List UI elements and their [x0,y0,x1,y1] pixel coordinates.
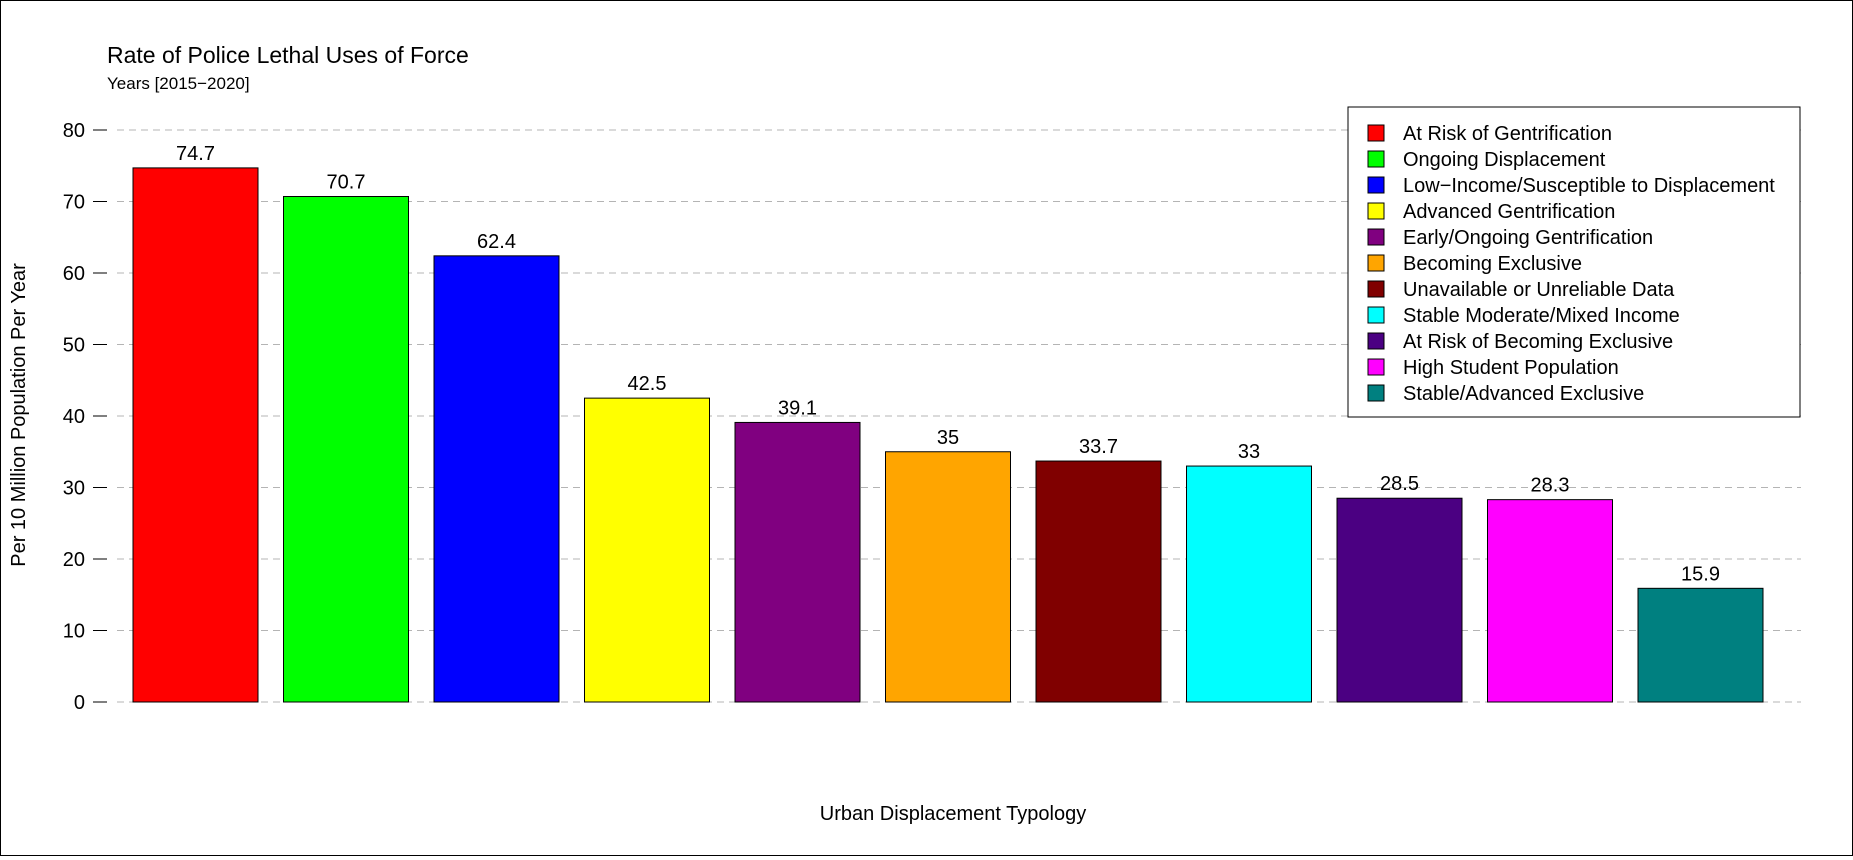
bar-value-label: 74.7 [176,143,215,165]
legend-box [1347,106,1801,418]
bar [885,451,1011,703]
legend-item-label: Becoming Exclusive [1403,253,1582,275]
bar [433,255,560,703]
legend-swatch [1367,280,1385,298]
legend: At Risk of Gentrification Ongoing Displac… [1347,106,1801,418]
y-tick-label: 60 [63,263,85,285]
legend-item-label: Low−Income/Susceptible to Displacement [1403,175,1775,197]
chart-subtitle: Years [2015−2020] [107,74,250,93]
legend-swatch [1367,124,1385,142]
legend-swatch [1367,176,1385,194]
bar-value-label: 28.3 [1531,475,1570,497]
bar-value-label: 35 [937,427,959,449]
bar-value-label: 28.5 [1380,473,1419,495]
legend-swatch [1367,254,1385,272]
bar-value-label: 62.4 [477,231,516,253]
bar-value-label: 42.5 [628,373,667,395]
legend-swatch [1367,150,1385,168]
legend-item-label: At Risk of Gentrification [1403,123,1612,145]
bar [1487,499,1613,703]
legend-swatch [1367,306,1385,324]
y-tick-label: 30 [63,478,85,500]
bar [734,421,861,703]
legend-item-label: Advanced Gentrification [1403,201,1615,223]
x-axis-label: Urban Displacement Typology [820,803,1086,825]
bar-value-labels: 74.7 70.7 62.4 42.5 39.1 35 33.7 33 28.5 28.3 15.9 [176,143,1720,585]
bar [1035,460,1162,703]
bar-value-label: 39.1 [778,397,817,419]
y-tick-label: 10 [63,621,85,643]
legend-swatch [1367,358,1385,376]
legend-item-label: Unavailable or Unreliable Data [1403,279,1675,301]
legend-item-label: High Student Population [1403,357,1619,379]
y-tick-label: 70 [63,192,85,214]
bar [1186,465,1312,703]
bar [1336,497,1463,703]
legend-swatch [1367,332,1385,350]
legend-item-label: Stable Moderate/Mixed Income [1403,305,1680,327]
legend-item-label: Stable/Advanced Exclusive [1403,383,1644,405]
bar [283,195,409,703]
y-tick-label: 20 [63,549,85,571]
y-axis: 0 10 20 30 40 50 60 70 80 [63,120,107,714]
y-tick-label: 80 [63,120,85,142]
bar-value-label: 33.7 [1079,436,1118,458]
y-tick-label: 0 [74,692,85,714]
bar-value-label: 15.9 [1681,563,1720,585]
legend-swatch [1367,228,1385,246]
bars [132,167,1764,703]
y-axis-label: Per 10 Million Population Per Year [8,263,30,567]
legend-item-label: Early/Ongoing Gentrification [1403,227,1653,249]
bar [1637,587,1764,703]
bar-value-label: 33 [1238,441,1260,463]
y-tick-label: 50 [63,335,85,357]
bar [584,397,710,703]
bar-value-label: 70.7 [327,171,366,193]
bar [132,167,259,703]
legend-swatch [1367,202,1385,220]
legend-item-label: At Risk of Becoming Exclusive [1403,331,1673,353]
y-tick-label: 40 [63,406,85,428]
chart-title: Rate of Police Lethal Uses of Force [107,42,469,68]
legend-swatch [1367,384,1385,402]
legend-item-label: Ongoing Displacement [1403,149,1606,171]
